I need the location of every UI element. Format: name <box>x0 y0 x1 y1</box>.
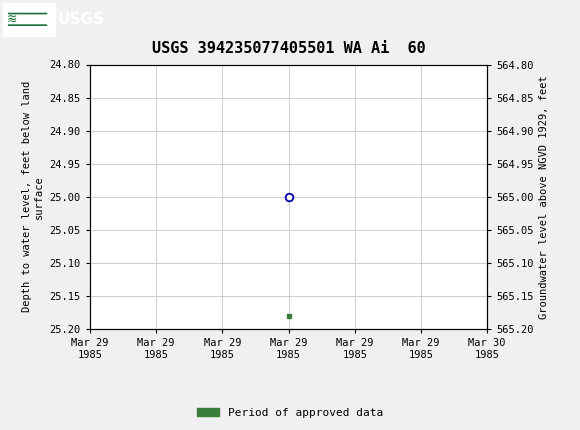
Title: USGS 394235077405501 WA Ai  60: USGS 394235077405501 WA Ai 60 <box>152 41 425 56</box>
Y-axis label: Depth to water level, feet below land
surface: Depth to water level, feet below land su… <box>23 81 44 312</box>
Text: USGS: USGS <box>58 12 105 27</box>
Text: ≋: ≋ <box>7 13 17 26</box>
Legend: Period of approved data: Period of approved data <box>193 403 387 422</box>
Y-axis label: Groundwater level above NGVD 1929, feet: Groundwater level above NGVD 1929, feet <box>539 75 549 319</box>
Bar <box>3 3 55 36</box>
